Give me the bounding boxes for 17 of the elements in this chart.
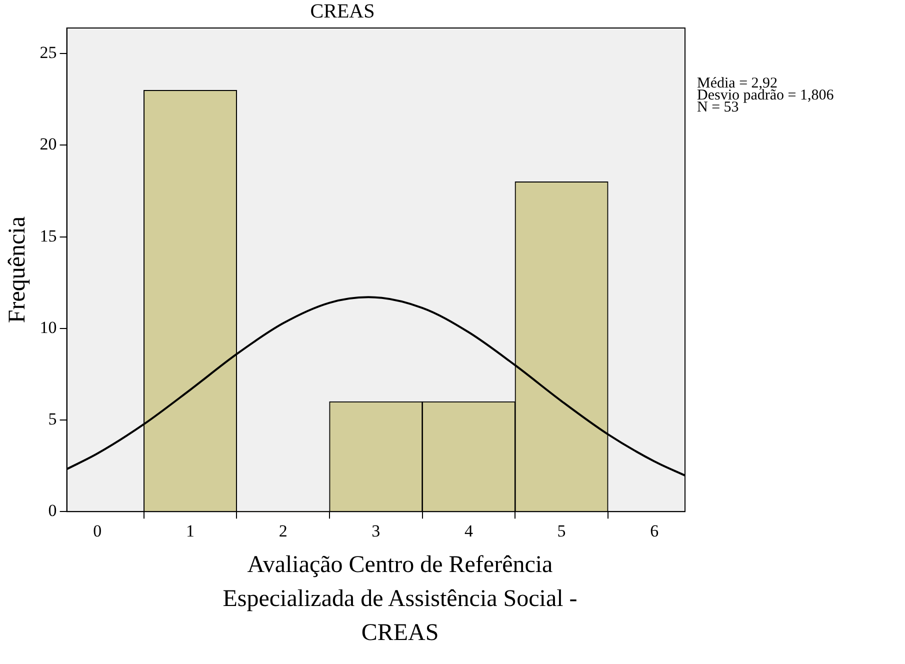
x-axis-title: Avaliação Centro de Referência Especializada de Assistência Social - CREAS — [222, 551, 578, 648]
y-axis-title: Frequência — [4, 216, 31, 324]
x-tick-label: 4 — [464, 521, 474, 540]
x-tick-label: 0 — [93, 521, 102, 540]
y-tick-label: 10 — [40, 318, 57, 337]
x-tick-label: 5 — [557, 521, 566, 540]
y-tick-label: 20 — [40, 134, 57, 154]
y-tick-label: 5 — [48, 409, 57, 428]
text: N = 53 — [697, 99, 739, 116]
chart-title: CREAS — [310, 0, 375, 22]
x-tick-label: 2 — [278, 521, 288, 540]
y-tick-label: 0 — [48, 501, 57, 520]
x-tick-label: 6 — [650, 521, 659, 540]
x-tick-label: 3 — [372, 521, 380, 540]
x-tick-label: 1 — [186, 521, 195, 540]
y-tick-label: 25 — [40, 43, 57, 62]
y-tick-label: 15 — [40, 226, 57, 246]
